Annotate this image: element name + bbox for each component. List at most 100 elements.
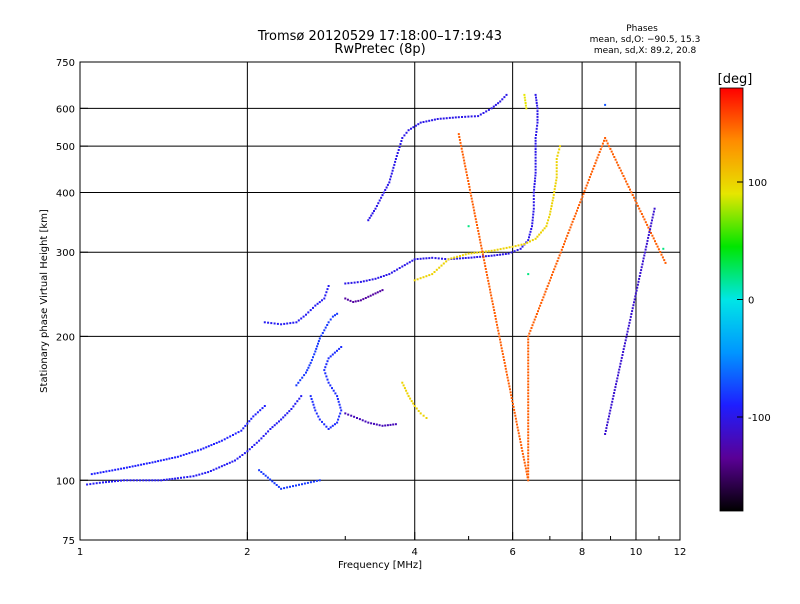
- data-point: [534, 142, 537, 145]
- data-point: [467, 180, 470, 182]
- data-point: [318, 337, 321, 340]
- data-point: [315, 479, 318, 482]
- data-point: [255, 441, 258, 444]
- data-point: [271, 426, 274, 429]
- data-point: [559, 145, 561, 148]
- data-point: [344, 297, 347, 300]
- data-point: [365, 279, 368, 282]
- data-point: [467, 183, 470, 185]
- data-point: [474, 218, 477, 221]
- data-point: [484, 268, 487, 270]
- data-point: [331, 424, 334, 427]
- data-point: [466, 177, 469, 180]
- data-point: [501, 98, 504, 101]
- data-point: [213, 443, 215, 445]
- data-point: [346, 298, 349, 301]
- data-point: [331, 353, 334, 356]
- data-point: [622, 175, 625, 177]
- data-point: [416, 278, 419, 281]
- data-point: [534, 93, 537, 96]
- data-point: [349, 299, 352, 302]
- data-point: [448, 116, 451, 119]
- data-point: [364, 420, 367, 423]
- data-point: [608, 412, 611, 415]
- data-point: [234, 459, 236, 462]
- data-point: [96, 472, 99, 475]
- data-point: [527, 404, 530, 407]
- data-point: [534, 165, 537, 168]
- data-point: [437, 257, 440, 260]
- data-point: [510, 251, 513, 254]
- data-point: [591, 170, 594, 173]
- grid-lines: [80, 62, 680, 540]
- data-point: [218, 466, 221, 469]
- data-point: [461, 254, 464, 257]
- data-point: [487, 279, 490, 282]
- data-point: [527, 428, 530, 431]
- data-point: [391, 169, 394, 172]
- data-point: [490, 297, 493, 300]
- data-point: [533, 183, 536, 185]
- data-point: [369, 294, 372, 297]
- data-point: [412, 402, 415, 405]
- data-point: [553, 191, 556, 193]
- data-point: [610, 150, 613, 153]
- data-point: [548, 216, 550, 219]
- data-point: [95, 482, 98, 485]
- data-point: [344, 412, 347, 415]
- data-point: [467, 225, 470, 228]
- data-point: [297, 319, 300, 322]
- data-point: [497, 102, 500, 105]
- data-point: [527, 356, 530, 359]
- data-point: [407, 395, 410, 398]
- data-point: [468, 185, 471, 188]
- data-point: [466, 174, 468, 177]
- data-point: [487, 255, 490, 257]
- data-point: [648, 229, 651, 232]
- data-point: [413, 258, 416, 261]
- data-point: [640, 213, 643, 215]
- data-point: [151, 461, 154, 464]
- data-point: [634, 199, 637, 202]
- data-point: [524, 104, 527, 107]
- data-point: [238, 455, 241, 458]
- data-point: [333, 351, 336, 354]
- data-point: [135, 479, 138, 482]
- data-point: [154, 479, 157, 482]
- data-point: [626, 330, 629, 333]
- data-point: [248, 448, 251, 451]
- data-point: [128, 466, 131, 468]
- data-point: [395, 155, 398, 157]
- data-point: [300, 395, 303, 398]
- data-point: [398, 146, 401, 148]
- data-point: [379, 290, 382, 293]
- data-point: [215, 467, 218, 470]
- data-point: [620, 356, 623, 359]
- data-point: [384, 424, 387, 427]
- data-point: [620, 359, 623, 362]
- data-point: [295, 321, 298, 324]
- data-point: [435, 268, 438, 271]
- data-point: [464, 115, 467, 118]
- data-point: [264, 474, 267, 477]
- data-point: [323, 329, 326, 332]
- data-point: [390, 271, 393, 274]
- data-point: [517, 429, 520, 432]
- data-point: [344, 282, 347, 285]
- data-point: [652, 213, 655, 216]
- data-point: [246, 450, 249, 453]
- data-point: [470, 194, 473, 197]
- data-point: [313, 406, 316, 409]
- data-point: [493, 249, 496, 252]
- data-point: [534, 150, 537, 153]
- data-point: [300, 317, 303, 320]
- data-point: [527, 449, 530, 452]
- data-point: [340, 346, 343, 348]
- data-point: [490, 294, 493, 297]
- data-point: [377, 276, 380, 279]
- data-point: [464, 165, 467, 168]
- data-point: [514, 414, 517, 417]
- data-point: [486, 273, 488, 276]
- data-point: [649, 225, 652, 228]
